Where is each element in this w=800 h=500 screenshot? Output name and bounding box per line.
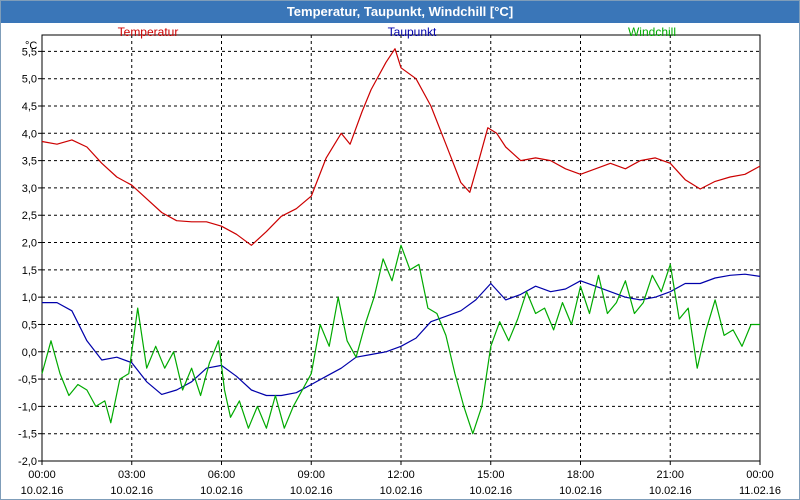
y-tick-label: 1,0	[22, 292, 37, 304]
y-tick-label: 3,5	[22, 156, 37, 168]
legend-item-windchill: Windchill	[628, 25, 676, 39]
x-tick-date-label: 10.02.16	[649, 485, 692, 497]
x-tick-time-label: 03:00	[118, 469, 146, 481]
x-tick-time-label: 21:00	[656, 469, 684, 481]
y-tick-label: 1,5	[22, 265, 37, 277]
x-tick-date-label: 10.02.16	[469, 485, 512, 497]
x-tick-time-label: 00:00	[28, 469, 56, 481]
y-tick-label: 3,0	[22, 183, 37, 195]
x-tick-time-label: 15:00	[477, 469, 505, 481]
x-tick-time-label: 06:00	[208, 469, 236, 481]
x-tick-time-label: 18:00	[567, 469, 595, 481]
y-tick-label: 5,5	[22, 46, 37, 58]
y-tick-label: -1,0	[18, 401, 37, 413]
series-line-temperatur	[41, 48, 761, 246]
y-tick-label: 2,0	[22, 238, 37, 250]
y-tick-label: -2,0	[18, 456, 37, 468]
y-tick-label: 4,0	[22, 128, 37, 140]
y-tick-label: 2,5	[22, 210, 37, 222]
x-tick-date-label: 10.02.16	[200, 485, 243, 497]
x-tick-date-label: 10.02.16	[380, 485, 423, 497]
y-tick-label: 4,5	[22, 101, 37, 113]
y-axis-label: °C	[25, 40, 37, 52]
series-line-windchill	[41, 244, 760, 435]
series-line-taupunkt	[42, 273, 761, 397]
legend-item-taupunkt: Taupunkt	[388, 25, 437, 39]
x-tick-date-label: 10.02.16	[110, 485, 153, 497]
x-tick-date-label: 10.02.16	[21, 485, 64, 497]
y-tick-label: -0,5	[18, 374, 37, 386]
x-tick-date-label: 11.02.16	[739, 485, 781, 497]
y-tick-label: 5,0	[22, 74, 37, 86]
y-tick-label: 0,0	[22, 347, 37, 359]
x-tick-time-label: 09:00	[297, 469, 325, 481]
x-tick-date-label: 10.02.16	[290, 485, 333, 497]
x-tick-time-label: 12:00	[387, 469, 415, 481]
legend-item-temperatur: Temperatur	[118, 25, 179, 39]
y-tick-label: -1,5	[18, 429, 37, 441]
y-tick-label: 0,5	[22, 319, 37, 331]
x-tick-time-label: 00:00	[746, 469, 774, 481]
window-title: Temperatur, Taupunkt, Windchill [°C]	[1, 1, 799, 23]
x-tick-date-label: 10.02.16	[559, 485, 602, 497]
